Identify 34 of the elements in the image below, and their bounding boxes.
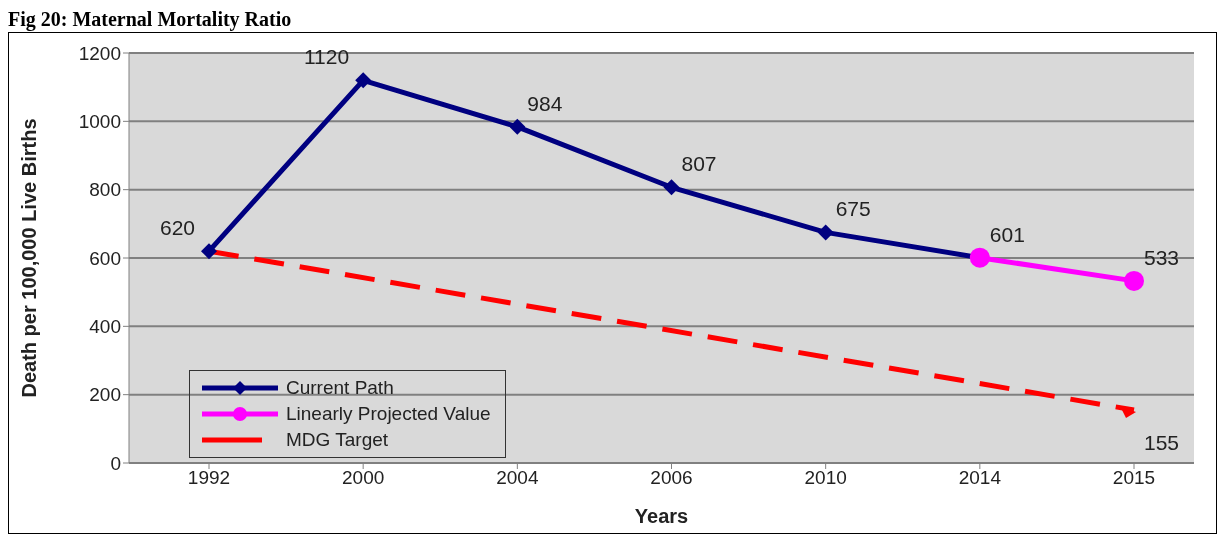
point [509, 118, 526, 135]
y-axis-title: Death per 100,000 Live Births [18, 118, 41, 398]
point [201, 243, 217, 260]
legend-label: Current Path [286, 376, 394, 400]
x-tick-label: 2004 [496, 467, 539, 489]
data-label: 620 [159, 216, 195, 240]
data-label: 533 [1144, 245, 1180, 269]
y-tick-label: 1000 [78, 111, 121, 133]
data-label: 675 [835, 197, 871, 221]
legend-label: Linearly Projected Value [286, 402, 491, 426]
x-tick-label: 1992 [187, 467, 231, 489]
x-tick-label: 2014 [958, 467, 1002, 489]
data-label: 984 [527, 91, 563, 115]
x-tick-label: 2000 [342, 467, 385, 489]
y-tick-label: 400 [89, 316, 121, 338]
x-axis-title: Years [634, 505, 689, 527]
x-tick-label: 2006 [650, 467, 693, 489]
data-label: 807 [681, 152, 717, 176]
legend-label: MDG Target [286, 428, 389, 452]
y-tick-label: 600 [89, 247, 121, 269]
y-tick-label: 200 [89, 384, 121, 406]
data-label: 601 [989, 222, 1025, 246]
y-tick-label: 1200 [78, 42, 121, 64]
point [817, 224, 834, 241]
point [663, 179, 680, 196]
point [1124, 270, 1144, 291]
y-tick-label: 800 [89, 179, 121, 201]
point [355, 72, 372, 89]
x-tick-label: 2015 [1112, 467, 1156, 489]
chart-title: Fig 20: Maternal Mortality Ratio [8, 8, 293, 32]
data-label: 1120 [303, 45, 350, 69]
data-label: 155 [1144, 431, 1180, 455]
y-tick-label: 0 [110, 452, 121, 474]
x-tick-label: 2010 [804, 467, 847, 489]
